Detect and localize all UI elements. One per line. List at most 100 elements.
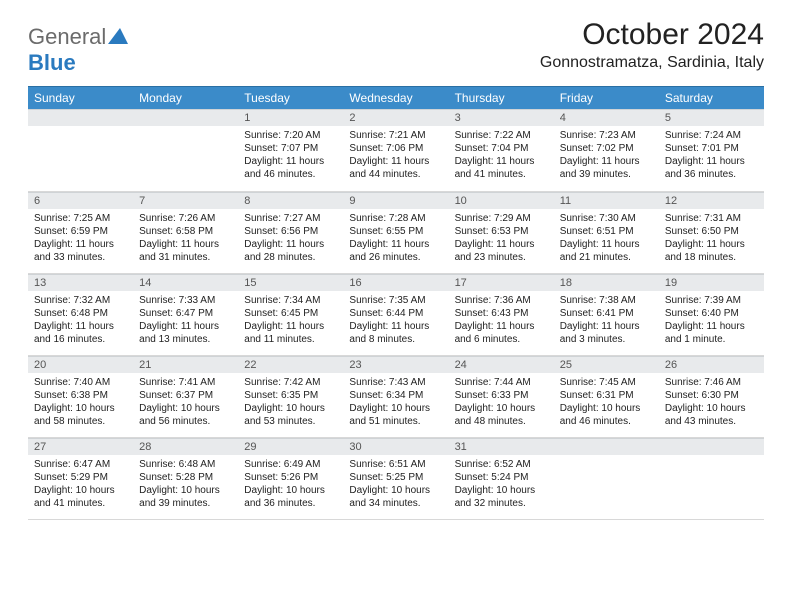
day-number: 12	[659, 192, 764, 209]
calendar-week: 20Sunrise: 7:40 AMSunset: 6:38 PMDayligh…	[28, 355, 764, 437]
day-line-ss: Sunset: 6:38 PM	[34, 389, 127, 402]
day-line-d2: and 21 minutes.	[560, 251, 653, 264]
day-line-d1: Daylight: 11 hours	[244, 155, 337, 168]
calendar-cell: 3Sunrise: 7:22 AMSunset: 7:04 PMDaylight…	[449, 109, 554, 191]
day-line-d2: and 16 minutes.	[34, 333, 127, 346]
day-line-d1: Daylight: 10 hours	[34, 484, 127, 497]
day-body: Sunrise: 7:46 AMSunset: 6:30 PMDaylight:…	[659, 373, 764, 432]
title-block: October 2024 Gonnostramatza, Sardinia, I…	[540, 18, 764, 72]
calendar-cell: 14Sunrise: 7:33 AMSunset: 6:47 PMDayligh…	[133, 273, 238, 355]
day-number: 14	[133, 274, 238, 291]
day-body: Sunrise: 7:33 AMSunset: 6:47 PMDaylight:…	[133, 291, 238, 350]
calendar-cell: 19Sunrise: 7:39 AMSunset: 6:40 PMDayligh…	[659, 273, 764, 355]
day-line-d2: and 36 minutes.	[244, 497, 337, 510]
day-line-d2: and 53 minutes.	[244, 415, 337, 428]
day-line-d1: Daylight: 10 hours	[139, 402, 232, 415]
day-line-d1: Daylight: 10 hours	[244, 484, 337, 497]
calendar-table: SundayMondayTuesdayWednesdayThursdayFrid…	[28, 86, 764, 520]
day-line-ss: Sunset: 6:48 PM	[34, 307, 127, 320]
calendar-cell: 9Sunrise: 7:28 AMSunset: 6:55 PMDaylight…	[343, 191, 448, 273]
day-line-sr: Sunrise: 7:38 AM	[560, 294, 653, 307]
day-line-ss: Sunset: 6:58 PM	[139, 225, 232, 238]
day-number-bar	[659, 438, 764, 455]
day-body: Sunrise: 7:30 AMSunset: 6:51 PMDaylight:…	[554, 209, 659, 268]
day-line-ss: Sunset: 6:50 PM	[665, 225, 758, 238]
day-body: Sunrise: 7:22 AMSunset: 7:04 PMDaylight:…	[449, 126, 554, 185]
day-number: 18	[554, 274, 659, 291]
calendar-cell: 18 Sunrise: 7:38 AMSunset: 6:41 PMDayligh…	[554, 273, 659, 355]
day-line-sr: Sunrise: 7:41 AM	[139, 376, 232, 389]
calendar-week: 13Sunrise: 7:32 AMSunset: 6:48 PMDayligh…	[28, 273, 764, 355]
day-line-ss: Sunset: 6:41 PM	[560, 307, 653, 320]
day-line-d2: and 23 minutes.	[455, 251, 548, 264]
day-line-ss: Sunset: 6:55 PM	[349, 225, 442, 238]
day-line-d2: and 18 minutes.	[665, 251, 758, 264]
day-number: 11	[554, 192, 659, 209]
day-number: 10	[449, 192, 554, 209]
day-line-ss: Sunset: 7:04 PM	[455, 142, 548, 155]
day-line-d2: and 48 minutes.	[455, 415, 548, 428]
logo-word1: General	[28, 24, 106, 49]
day-line-d2: and 46 minutes.	[244, 168, 337, 181]
day-line-d1: Daylight: 11 hours	[139, 320, 232, 333]
day-body: Sunrise: 7:27 AMSunset: 6:56 PMDaylight:…	[238, 209, 343, 268]
day-line-ss: Sunset: 6:33 PM	[455, 389, 548, 402]
day-number: 4	[554, 109, 659, 126]
day-line-ss: Sunset: 6:37 PM	[139, 389, 232, 402]
day-line-d1: Daylight: 11 hours	[455, 155, 548, 168]
day-line-sr: Sunrise: 7:34 AM	[244, 294, 337, 307]
day-line-sr: Sunrise: 6:52 AM	[455, 458, 548, 471]
day-body: Sunrise: 7:40 AMSunset: 6:38 PMDaylight:…	[28, 373, 133, 432]
day-body: Sunrise: 7:41 AMSunset: 6:37 PMDaylight:…	[133, 373, 238, 432]
day-body: Sunrise: 7:20 AMSunset: 7:07 PMDaylight:…	[238, 126, 343, 185]
day-body: Sunrise: 7:24 AMSunset: 7:01 PMDaylight:…	[659, 126, 764, 185]
calendar-head: SundayMondayTuesdayWednesdayThursdayFrid…	[28, 87, 764, 110]
day-line-ss: Sunset: 6:53 PM	[455, 225, 548, 238]
day-line-d2: and 51 minutes.	[349, 415, 442, 428]
day-line-sr: Sunrise: 7:26 AM	[139, 212, 232, 225]
day-number: 21	[133, 356, 238, 373]
day-body: Sunrise: 7:21 AMSunset: 7:06 PMDaylight:…	[343, 126, 448, 185]
day-line-ss: Sunset: 5:26 PM	[244, 471, 337, 484]
calendar-cell: 11Sunrise: 7:30 AMSunset: 6:51 PMDayligh…	[554, 191, 659, 273]
day-line-d2: and 8 minutes.	[349, 333, 442, 346]
day-body: Sunrise: 6:49 AMSunset: 5:26 PMDaylight:…	[238, 455, 343, 514]
calendar-cell: 2Sunrise: 7:21 AMSunset: 7:06 PMDaylight…	[343, 109, 448, 191]
calendar-cell: 6Sunrise: 7:25 AMSunset: 6:59 PMDaylight…	[28, 191, 133, 273]
day-number: 20	[28, 356, 133, 373]
day-number-bar	[28, 109, 133, 126]
day-line-ss: Sunset: 6:40 PM	[665, 307, 758, 320]
day-line-d1: Daylight: 10 hours	[455, 402, 548, 415]
day-line-d1: Daylight: 11 hours	[560, 320, 653, 333]
day-line-d2: and 43 minutes.	[665, 415, 758, 428]
day-line-d1: Daylight: 10 hours	[665, 402, 758, 415]
day-line-sr: Sunrise: 7:45 AM	[560, 376, 653, 389]
day-line-sr: Sunrise: 7:31 AM	[665, 212, 758, 225]
day-line-ss: Sunset: 6:35 PM	[244, 389, 337, 402]
logo-word2: Blue	[28, 50, 76, 75]
day-body: Sunrise: 7:25 AMSunset: 6:59 PMDaylight:…	[28, 209, 133, 268]
day-line-sr: Sunrise: 7:28 AM	[349, 212, 442, 225]
day-number: 30	[343, 438, 448, 455]
day-number: 24	[449, 356, 554, 373]
day-line-sr: Sunrise: 7:24 AM	[665, 129, 758, 142]
calendar-cell	[554, 437, 659, 519]
day-line-ss: Sunset: 6:30 PM	[665, 389, 758, 402]
day-line-sr: Sunrise: 6:49 AM	[244, 458, 337, 471]
calendar-cell	[659, 437, 764, 519]
calendar-cell: 5Sunrise: 7:24 AMSunset: 7:01 PMDaylight…	[659, 109, 764, 191]
day-line-d2: and 41 minutes.	[455, 168, 548, 181]
day-number: 13	[28, 274, 133, 291]
day-line-sr: Sunrise: 7:22 AM	[455, 129, 548, 142]
day-number: 15	[238, 274, 343, 291]
calendar-cell: 27Sunrise: 6:47 AMSunset: 5:29 PMDayligh…	[28, 437, 133, 519]
day-line-d1: Daylight: 11 hours	[665, 238, 758, 251]
calendar-week: 6Sunrise: 7:25 AMSunset: 6:59 PMDaylight…	[28, 191, 764, 273]
day-line-sr: Sunrise: 7:30 AM	[560, 212, 653, 225]
day-line-d1: Daylight: 10 hours	[560, 402, 653, 415]
day-line-ss: Sunset: 7:01 PM	[665, 142, 758, 155]
day-line-ss: Sunset: 6:44 PM	[349, 307, 442, 320]
header: General Blue October 2024 Gonnostramatza…	[28, 18, 764, 76]
day-line-d1: Daylight: 10 hours	[349, 484, 442, 497]
day-line-sr: Sunrise: 7:21 AM	[349, 129, 442, 142]
